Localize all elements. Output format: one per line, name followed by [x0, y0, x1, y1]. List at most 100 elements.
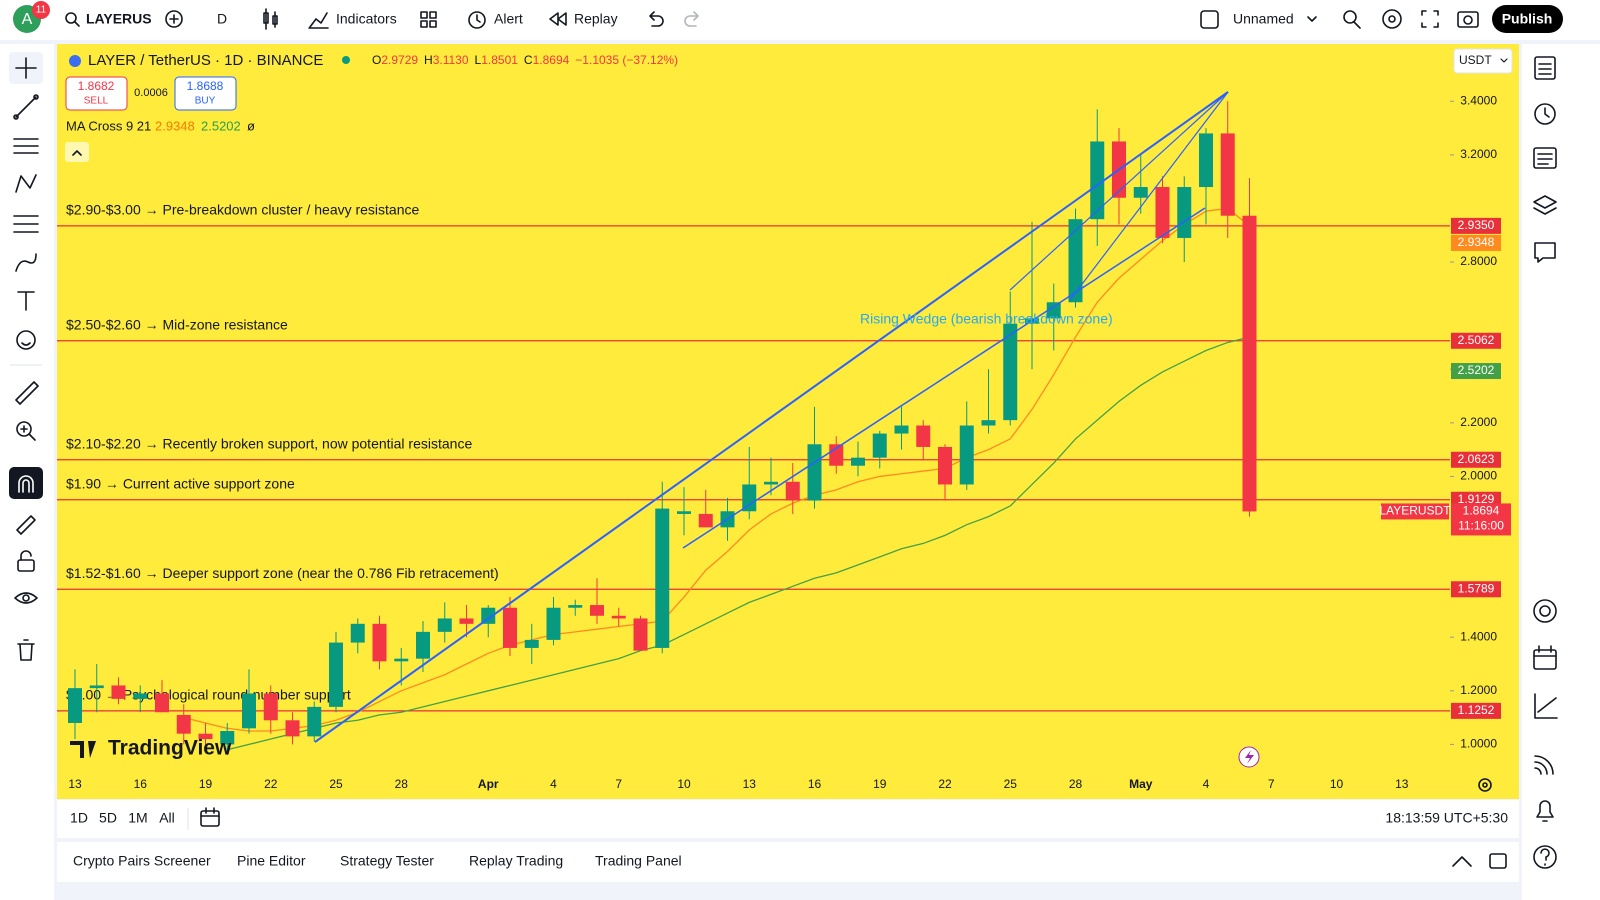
alert-button[interactable]: [476, 14, 481, 23]
compare-button[interactable]: [165, 10, 183, 28]
sell-label[interactable]: SELL: [84, 96, 109, 107]
quick-search[interactable]: [1343, 10, 1357, 24]
level-text[interactable]: $1.90 → Current active support zone: [66, 475, 295, 491]
lock-tool[interactable]: [20, 550, 32, 561]
news-button[interactable]: [1533, 147, 1557, 169]
lightning-button[interactable]: [1238, 746, 1260, 768]
level-text[interactable]: $1.00 → Psychological round-number suppo…: [66, 687, 351, 703]
range-button[interactable]: 1D: [70, 810, 88, 826]
fullscreen-button[interactable]: [1421, 10, 1439, 28]
sell-button[interactable]: [65, 76, 128, 111]
level-text[interactable]: $2.50-$2.60 → Mid-zone resistance: [66, 316, 288, 332]
layout-menu[interactable]: [1307, 16, 1317, 22]
level-text[interactable]: $2.10-$2.20 → Recently broken support, n…: [66, 435, 472, 451]
layouts-button[interactable]: [420, 20, 428, 28]
legend-title[interactable]: LAYER / TetherUS · 1D · BINANCE: [88, 52, 323, 69]
signals-button[interactable]: [1534, 755, 1554, 775]
layouts-button[interactable]: [420, 11, 437, 28]
goto-date[interactable]: [200, 807, 220, 817]
layouts-button[interactable]: [420, 11, 428, 19]
axis-settings[interactable]: [1478, 778, 1492, 792]
magnet-tool[interactable]: [9, 467, 43, 499]
layouts-button[interactable]: [429, 11, 437, 19]
calendar-button[interactable]: [1533, 649, 1557, 670]
replay-button[interactable]: [549, 12, 567, 26]
chat-button[interactable]: [1534, 242, 1556, 263]
indicators-label[interactable]: Indicators: [336, 11, 397, 27]
ruler-tool[interactable]: [15, 381, 39, 405]
help-button[interactable]: [1533, 845, 1557, 869]
avatar[interactable]: A 11: [13, 1, 50, 33]
layers-button[interactable]: [1533, 195, 1557, 215]
snapshot-button[interactable]: [1463, 15, 1473, 25]
currency-menu[interactable]: [1453, 48, 1513, 74]
pattern-tool[interactable]: [15, 174, 37, 193]
layers-button[interactable]: [1533, 195, 1557, 215]
range-button[interactable]: All: [159, 810, 175, 826]
rising-wedge-drawing[interactable]: [1069, 91, 1229, 301]
maximize-panel[interactable]: [1489, 853, 1507, 869]
trend-line-tool[interactable]: [13, 114, 19, 120]
zoom-tool[interactable]: [20, 425, 36, 441]
replay-button[interactable]: Replay: [549, 11, 618, 27]
alerts-button[interactable]: [1534, 103, 1556, 125]
layout-menu[interactable]: Unnamed: [1200, 10, 1317, 29]
alert-label[interactable]: Alert: [494, 11, 523, 27]
interval[interactable]: D: [217, 11, 227, 27]
layout-name[interactable]: Unnamed: [1233, 11, 1294, 27]
goto-date[interactable]: [200, 810, 220, 827]
buy-button[interactable]: 1.8688 BUY: [174, 76, 237, 111]
indicators-button[interactable]: [309, 12, 328, 28]
emoji-tool[interactable]: [21, 342, 31, 346]
rising-wedge-drawing[interactable]: [1009, 91, 1229, 291]
buy-button[interactable]: [174, 76, 237, 111]
symbol-search[interactable]: LAYERUS: [65, 11, 152, 27]
maximize-panel[interactable]: [1489, 853, 1507, 869]
lightning-button[interactable]: [1245, 750, 1254, 764]
forecast-tool[interactable]: [13, 215, 39, 233]
notification-badge[interactable]: 11: [36, 5, 47, 16]
target-button[interactable]: [1539, 605, 1551, 617]
redo-button[interactable]: [684, 11, 699, 27]
delete-tool[interactable]: [17, 639, 35, 661]
settings-button[interactable]: [1382, 9, 1402, 29]
snapshot-button[interactable]: [1457, 11, 1479, 28]
publish-button[interactable]: Publish: [1492, 5, 1563, 33]
text-tool[interactable]: [17, 291, 35, 311]
watchlist-button[interactable]: [1534, 56, 1556, 80]
currency-menu[interactable]: [1500, 58, 1508, 63]
symbol-search[interactable]: [74, 21, 80, 27]
currency[interactable]: USDT: [1459, 53, 1492, 67]
lock-tool[interactable]: [17, 559, 35, 572]
buy-price[interactable]: 1.8688: [187, 79, 224, 93]
magnet-tool[interactable]: [18, 475, 34, 493]
zoom-tool[interactable]: [16, 421, 36, 441]
bottom-tab[interactable]: Strategy Tester: [340, 853, 434, 869]
wedge-annotation[interactable]: Rising Wedge (bearish breakdown zone): [860, 311, 1113, 327]
level-text[interactable]: $2.90-$3.00 → Pre-breakdown cluster / he…: [66, 202, 420, 218]
fib-tool[interactable]: [13, 138, 39, 154]
rising-wedge-drawing[interactable]: [314, 91, 1229, 743]
publish-label[interactable]: Publish: [1502, 11, 1553, 27]
emoji-tool[interactable]: [16, 330, 36, 350]
trend-line-tool[interactable]: [13, 94, 39, 120]
trend-line-tool[interactable]: [33, 94, 39, 100]
watchlist-button[interactable]: [1534, 56, 1556, 80]
news-button[interactable]: [1537, 153, 1553, 165]
calendar-button[interactable]: [1533, 645, 1557, 657]
layouts-button[interactable]: [429, 20, 437, 28]
currency-menu[interactable]: USDT: [1453, 48, 1513, 74]
buy-label[interactable]: BUY: [195, 96, 216, 107]
axis-settings[interactable]: [1482, 782, 1488, 788]
quick-search[interactable]: [1353, 21, 1361, 29]
rising-wedge-drawing[interactable]: [682, 207, 1206, 549]
help-button[interactable]: [1540, 848, 1550, 866]
goto-date[interactable]: [200, 807, 220, 827]
signals-button[interactable]: [1534, 755, 1554, 775]
lock-tool[interactable]: [17, 550, 35, 572]
chart-pane[interactable]: [57, 44, 1519, 799]
fullscreen-button[interactable]: [1421, 10, 1439, 28]
bottom-tab[interactable]: Trading Panel: [595, 853, 682, 869]
avatar[interactable]: [32, 1, 50, 19]
indicator-name[interactable]: MA Cross 9 21: [66, 118, 151, 133]
